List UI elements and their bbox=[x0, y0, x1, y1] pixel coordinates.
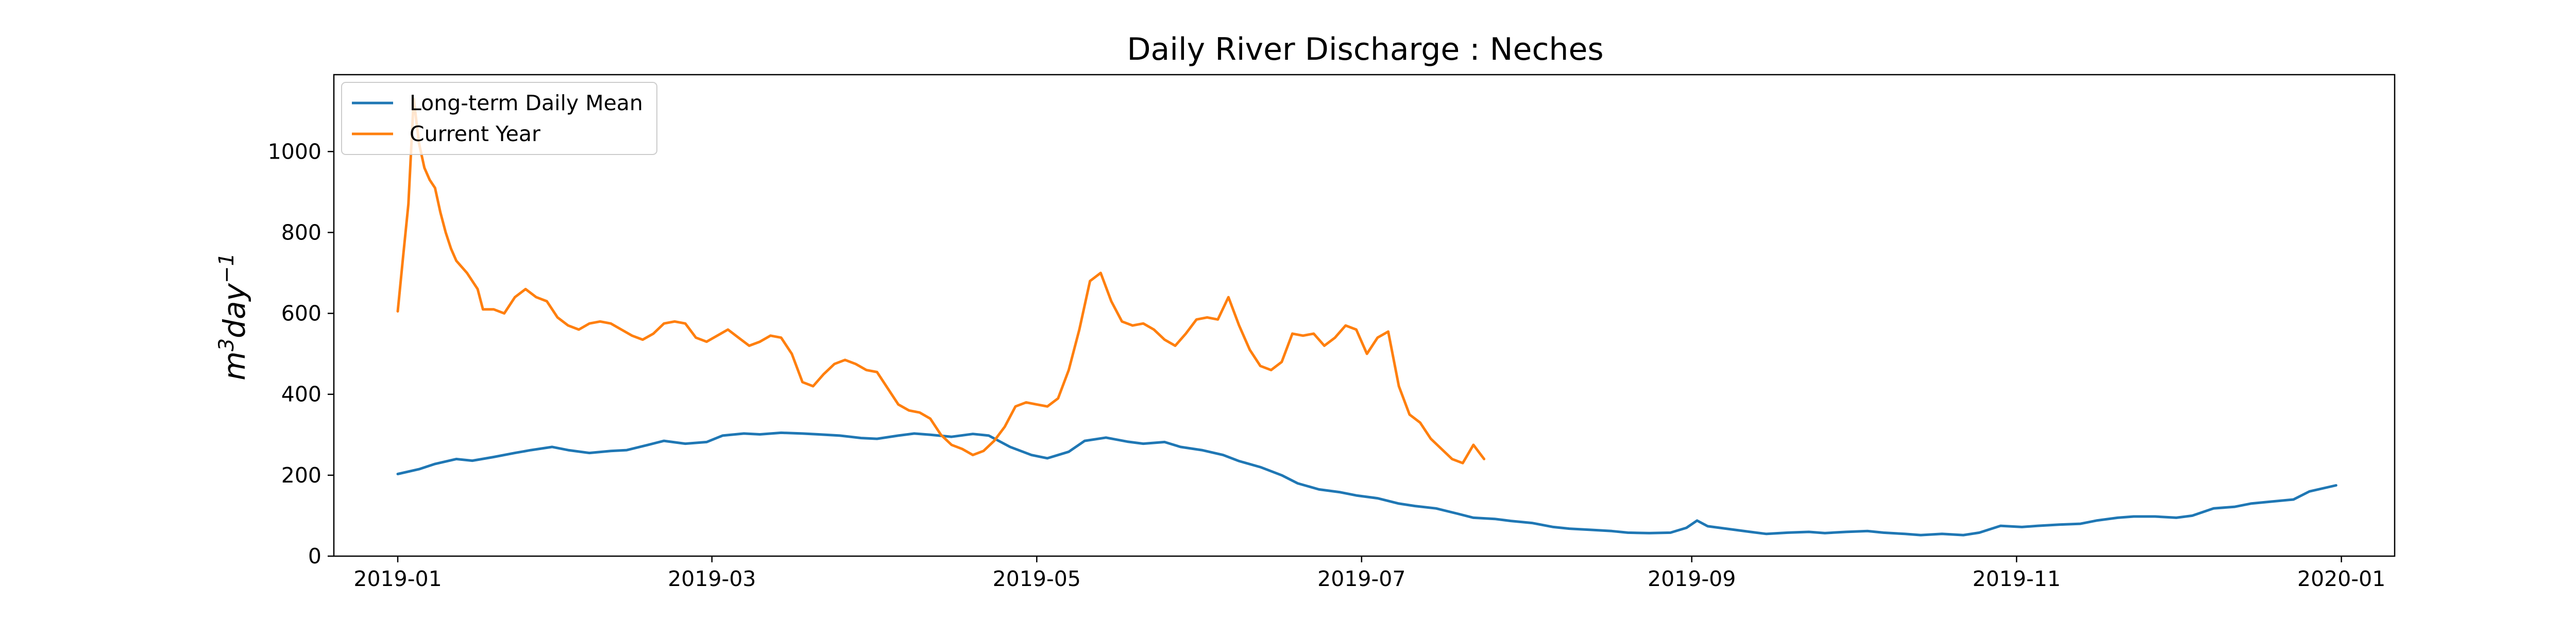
plot-area bbox=[396, 97, 2337, 537]
series-line-2 bbox=[396, 97, 1486, 464]
plot-frame bbox=[333, 74, 2396, 557]
y-tick-label: 0 bbox=[308, 544, 321, 569]
x-tick-label: 2020-01 bbox=[2297, 566, 2385, 591]
x-tick-label: 2019-05 bbox=[993, 566, 1081, 591]
y-axis-label: m3day−1 bbox=[215, 253, 252, 381]
y-tick-label: 600 bbox=[281, 301, 321, 326]
legend-label-2: Current Year bbox=[410, 122, 540, 146]
x-tick-label: 2019-09 bbox=[1648, 566, 1736, 591]
legend: Long-term Daily Mean Current Year bbox=[341, 82, 657, 155]
x-tick-label: 2019-03 bbox=[668, 566, 756, 591]
y-tick-label: 200 bbox=[281, 463, 321, 488]
chart-title: Daily River Discharge : Neches bbox=[1127, 31, 1603, 67]
axes: 2019-01 2019-03 2019-05 2019-07 2019-09 2019-… bbox=[268, 74, 2396, 591]
y-tick-label: 1000 bbox=[268, 139, 321, 164]
y-axis-label-base: m bbox=[217, 351, 252, 381]
y-axis-label-exponent-2: −1 bbox=[215, 253, 239, 283]
y-tick-label: 800 bbox=[281, 220, 321, 245]
legend-label-1: Long-term Daily Mean bbox=[410, 91, 643, 115]
y-tick-label: 400 bbox=[281, 382, 321, 407]
y-axis-label-exponent-1: 3 bbox=[215, 338, 239, 351]
legend-box bbox=[341, 82, 657, 155]
y-axis-label-unit: day bbox=[217, 283, 252, 338]
series-line-1 bbox=[396, 431, 2337, 537]
x-tick-label: 2019-07 bbox=[1317, 566, 1405, 591]
x-tick-label: 2019-11 bbox=[1972, 566, 2060, 591]
x-tick-label: 2019-01 bbox=[353, 566, 442, 591]
